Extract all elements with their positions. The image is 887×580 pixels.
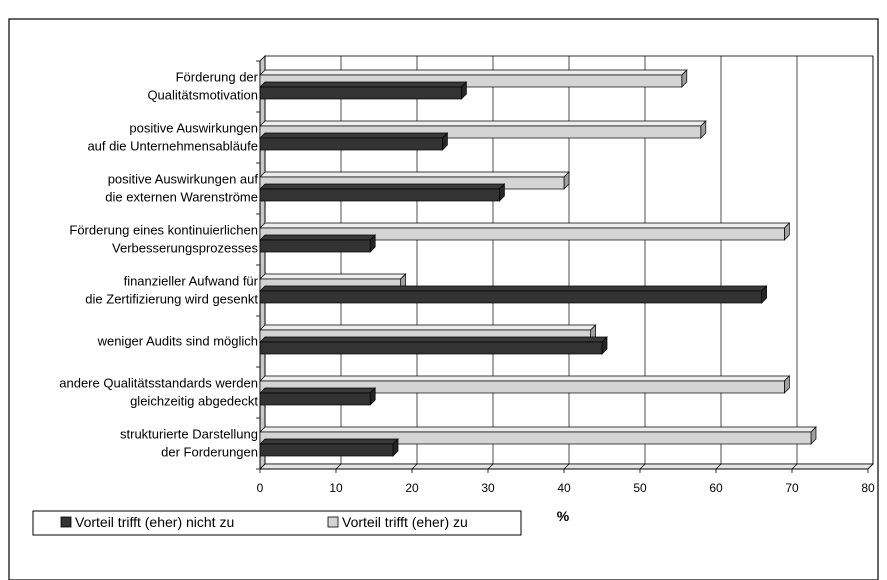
bar-top-face <box>259 69 688 76</box>
category-label: positive Auswirkungen auf <box>108 172 259 187</box>
bar <box>259 132 449 151</box>
bar-top-face <box>259 273 407 280</box>
gridline-floor <box>487 463 494 470</box>
category-label: auf die Unternehmensabläufe <box>87 139 258 154</box>
bar <box>259 375 791 394</box>
gridline-floor <box>715 463 722 470</box>
bar-top-face <box>259 234 377 241</box>
bar-front-face <box>259 239 371 253</box>
x-tick-label: 10 <box>329 481 343 495</box>
gridline-floor <box>411 463 418 470</box>
category-label: strukturierte Darstellung <box>120 427 258 442</box>
bar-top-face <box>259 387 377 394</box>
bar-top-face <box>259 81 468 88</box>
bar-front-face <box>259 392 371 406</box>
category-label: gleichzeitig abgedeckt <box>130 394 258 409</box>
bar-top-face <box>259 375 791 382</box>
legend-swatch-applicable <box>327 516 339 528</box>
x-tick-label: 0 <box>257 481 264 495</box>
category-label: Förderung der <box>176 70 259 85</box>
category-label: Verbesserungsprozesses <box>112 241 258 256</box>
category-label: weniger Audits sind möglich <box>97 334 258 349</box>
bar-top-face <box>259 183 506 190</box>
bars <box>259 69 817 457</box>
x-tick-label: 20 <box>405 481 419 495</box>
legend-swatch-not-applicable <box>60 516 72 528</box>
bar-top-face <box>259 285 768 292</box>
bar <box>259 438 399 457</box>
gridline-floor <box>639 463 646 470</box>
bar-front-face <box>259 227 785 241</box>
legend: Vorteil trifft (eher) nicht zu Vorteil t… <box>32 510 522 536</box>
category-label: die externen Warenströme <box>105 190 258 205</box>
bar-top-face <box>259 171 570 178</box>
bar-top-face <box>259 426 817 433</box>
category-label: Qualitätsmotivation <box>147 88 258 103</box>
x-tick-label: 70 <box>785 481 799 495</box>
bar-top-face <box>259 132 449 139</box>
gridline-floor <box>563 463 570 470</box>
legend-box <box>32 510 522 536</box>
category-label: andere Qualitätsstandards werden <box>59 376 258 391</box>
category-labels: Förderung der Qualitätsmotivation positive… <box>59 70 258 460</box>
x-axis-label: % <box>557 508 570 524</box>
bar-top-face <box>259 324 597 331</box>
x-tick-label: 60 <box>709 481 723 495</box>
x-tick-label: 80 <box>861 481 875 495</box>
category-label: der Forderungen <box>161 445 258 460</box>
gridline-floor <box>791 463 798 470</box>
bar <box>259 183 506 202</box>
category-label: die Zertifizierung wird gesenkt <box>85 292 258 307</box>
category-label: positive Auswirkungen <box>129 121 258 136</box>
bar-front-face <box>259 290 762 304</box>
x-tick-labels: 0 10 20 30 40 50 60 70 80 <box>257 481 875 495</box>
legend-label-not-applicable: Vorteil trifft (eher) nicht zu <box>75 514 234 530</box>
bar-front-face <box>259 137 443 151</box>
bar <box>259 387 377 406</box>
bar <box>259 285 768 304</box>
gridline-floor <box>867 463 874 470</box>
bar-top-face <box>259 222 791 229</box>
x-tick-label: 30 <box>481 481 495 495</box>
category-label: Förderung eines kontinuierlichen <box>69 223 258 238</box>
bar-front-face <box>259 443 394 457</box>
bar-front-face <box>259 341 603 355</box>
bar <box>259 222 791 241</box>
bar-front-face <box>259 86 462 100</box>
bar-front-face <box>259 380 785 394</box>
bar <box>259 234 377 253</box>
legend-label-applicable: Vorteil trifft (eher) zu <box>342 514 468 530</box>
bar <box>259 81 468 100</box>
bar-top-face <box>259 336 608 343</box>
gridline-floor <box>335 463 342 470</box>
bar-top-face <box>259 438 399 445</box>
bar <box>259 336 608 355</box>
plot-side-wall <box>259 55 266 470</box>
bar-front-face <box>259 188 500 202</box>
x-tick-label: 40 <box>557 481 571 495</box>
x-tick-label: 50 <box>633 481 647 495</box>
gridline-floor <box>259 463 266 470</box>
category-label: finanzieller Aufwand für <box>124 274 259 289</box>
bar-top-face <box>259 120 707 127</box>
plot-area <box>259 55 874 470</box>
